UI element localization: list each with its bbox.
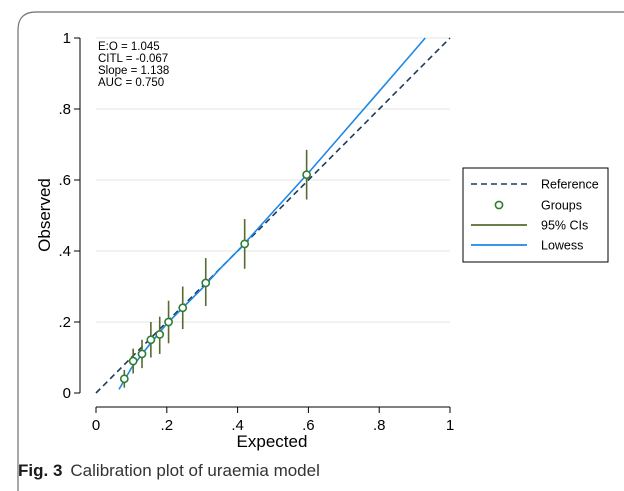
- group-point: [240, 239, 250, 249]
- y-tick-label: .6: [58, 172, 71, 189]
- group-point: [178, 303, 188, 313]
- reference-series: [95, 37, 451, 394]
- y-tick-label: .2: [58, 314, 71, 331]
- x-tick-label: .4: [231, 417, 244, 434]
- caption-label: Fig. 3: [18, 461, 63, 480]
- x-tick-label: .6: [302, 417, 315, 434]
- group-point: [302, 170, 312, 180]
- group-point: [137, 349, 147, 359]
- x-tick-label: .8: [373, 417, 386, 434]
- stat-annotation: E:O = 1.045: [98, 41, 160, 53]
- x-tick-label: .2: [161, 417, 174, 434]
- x-tick-label: 1: [446, 417, 454, 434]
- y-tick-label: .8: [58, 101, 71, 118]
- legend-box: [462, 167, 609, 263]
- group-point: [119, 374, 129, 384]
- lowess-series: [118, 37, 426, 390]
- legend-label: Groups: [541, 199, 582, 213]
- group-point: [201, 278, 211, 288]
- legend-label: Lowess: [541, 239, 583, 253]
- group-point: [128, 356, 138, 366]
- stat-annotation: CITL = -0.067: [98, 53, 168, 65]
- lowess-line: [118, 37, 426, 390]
- grid-lines: [96, 37, 450, 323]
- x-axis-title: Expected: [237, 432, 308, 451]
- axes: [74, 37, 451, 413]
- legend-label: Reference: [541, 178, 599, 192]
- legend-label: 95% CIs: [541, 219, 588, 233]
- group-point: [155, 330, 165, 339]
- y-tick-label: .4: [58, 243, 71, 260]
- figure-frame: [17, 11, 624, 491]
- figure-caption: Fig. 3 Calibration plot of uraemia model: [18, 461, 320, 481]
- stat-annotation: Slope = 1.138: [98, 65, 169, 77]
- group-point: [164, 317, 173, 327]
- legend-swatch-groups: [494, 200, 504, 210]
- group-point: [146, 335, 156, 345]
- y-axis-title: Observed: [35, 178, 54, 252]
- stat-annotation: AUC = 0.750: [98, 77, 164, 89]
- x-tick-label: 0: [92, 417, 100, 434]
- groups-series: [119, 170, 312, 384]
- reference-line: [95, 37, 451, 394]
- y-tick-label: 1: [63, 30, 71, 47]
- y-tick-label: 0: [63, 385, 71, 402]
- tick-labels: 0 .2 .4 .6 .8 1 0 .2 .4 .6 .8 1: [58, 30, 454, 434]
- caption-text: Calibration plot of uraemia model: [70, 461, 320, 480]
- legend: Reference Groups 95% CIs Lowess: [462, 167, 609, 263]
